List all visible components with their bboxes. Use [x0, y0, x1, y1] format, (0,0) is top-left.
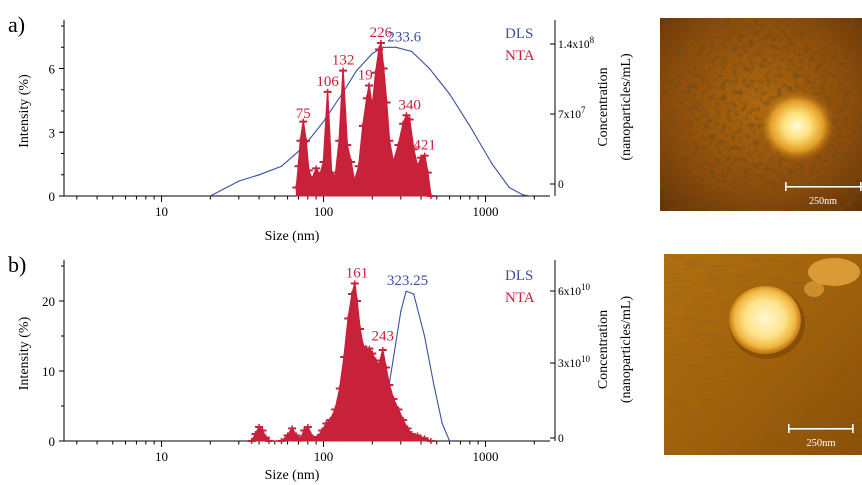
y-axis-left-label: Intensity (%) [17, 316, 32, 390]
y-right-tick-label: 0 [558, 433, 564, 445]
scale-bar-a [785, 186, 862, 188]
peak-label: 226 [370, 25, 393, 41]
scale-bar-b [788, 428, 854, 430]
dls-point [428, 67, 430, 70]
y-left-tick-label: 20 [42, 294, 55, 309]
legend-dls: DLS [505, 26, 533, 42]
y-axis-left-label: Intensity (%) [17, 74, 32, 148]
dls-point [280, 165, 283, 167]
dls-point [405, 290, 407, 292]
y-left-tick-label: 6 [49, 62, 56, 77]
y-right-tick-label: 3x1010 [558, 354, 591, 370]
afm-texture-b: 250nm [664, 254, 862, 455]
panel-label: a) [8, 12, 25, 37]
x-tick-label: 10 [155, 204, 168, 219]
nta-line [295, 42, 432, 197]
dls-point [371, 53, 373, 55]
dls-point [411, 50, 413, 53]
dls-point [491, 163, 493, 165]
afm-image-a: 250nm [660, 18, 862, 211]
dls-point [322, 121, 325, 123]
y-left-tick-label: 0 [49, 189, 56, 204]
dls-point [508, 186, 510, 189]
dls-point [530, 195, 532, 197]
dls-point [441, 422, 443, 425]
dls-point [433, 384, 435, 386]
dls-point [400, 310, 402, 313]
dls-point [209, 195, 211, 197]
dls-point [238, 180, 240, 182]
x-axis-label: Size (nm) [265, 468, 320, 483]
peak-label: 421 [413, 138, 436, 154]
y-left-tick-label: 10 [42, 364, 55, 379]
dls-point [448, 93, 451, 95]
y-right-tick-label: 1.4x108 [558, 35, 595, 51]
peak-label: 132 [332, 53, 355, 69]
dls-point [356, 70, 358, 72]
x-tick-label: 100 [314, 449, 334, 464]
scale-bar-label-a: 250nm [809, 196, 837, 207]
panel-label: b) [8, 252, 26, 277]
peak-label: 161 [346, 266, 369, 282]
scale-bar-label-b: 250nm [806, 438, 835, 449]
y-left-tick-label: 0 [49, 434, 56, 449]
x-tick-label: 1000 [473, 449, 499, 464]
peak-label: 340 [398, 97, 421, 113]
dls-point [413, 293, 415, 295]
peak-label: 106 [316, 74, 339, 90]
dls-point [423, 335, 426, 337]
peak-label: 75 [296, 106, 311, 122]
y-axis-right-label: Concentration [596, 310, 611, 389]
y-left-tick-label: 3 [49, 125, 56, 140]
nta-line [251, 283, 432, 442]
legend-nta: NTA [505, 290, 535, 306]
peak-label: 243 [371, 329, 394, 345]
legend-nta: NTA [505, 48, 535, 64]
peak-label: 323.25 [387, 273, 428, 289]
y-right-tick-label: 7x107 [558, 105, 586, 121]
nta-area [251, 283, 432, 442]
y-right-tick-label: 6x1010 [558, 282, 591, 298]
dls-point [382, 46, 384, 48]
peak-label: 233.6 [387, 29, 421, 45]
peak-label: 191 [358, 68, 381, 84]
x-axis-label: Size (nm) [265, 229, 320, 244]
x-tick-label: 10 [155, 449, 168, 464]
afm-image-b: 250nm [664, 254, 862, 455]
y-axis-right-label-line2: (nanoparticles/mL) [619, 53, 634, 161]
y-axis-right-label: Concentration [596, 67, 611, 146]
y-axis-right-label-line2: (nanoparticles/mL) [619, 296, 634, 404]
x-tick-label: 100 [314, 204, 334, 219]
x-tick-label: 1000 [473, 204, 499, 219]
dls-point [448, 440, 451, 442]
legend-dls: DLS [505, 268, 533, 284]
dls-point [258, 174, 260, 176]
dls-point [395, 46, 397, 48]
afm-texture-a: 250nm [660, 18, 862, 211]
dls-point [469, 125, 471, 127]
dls-point [522, 194, 524, 196]
y-right-tick-label: 0 [558, 179, 564, 191]
